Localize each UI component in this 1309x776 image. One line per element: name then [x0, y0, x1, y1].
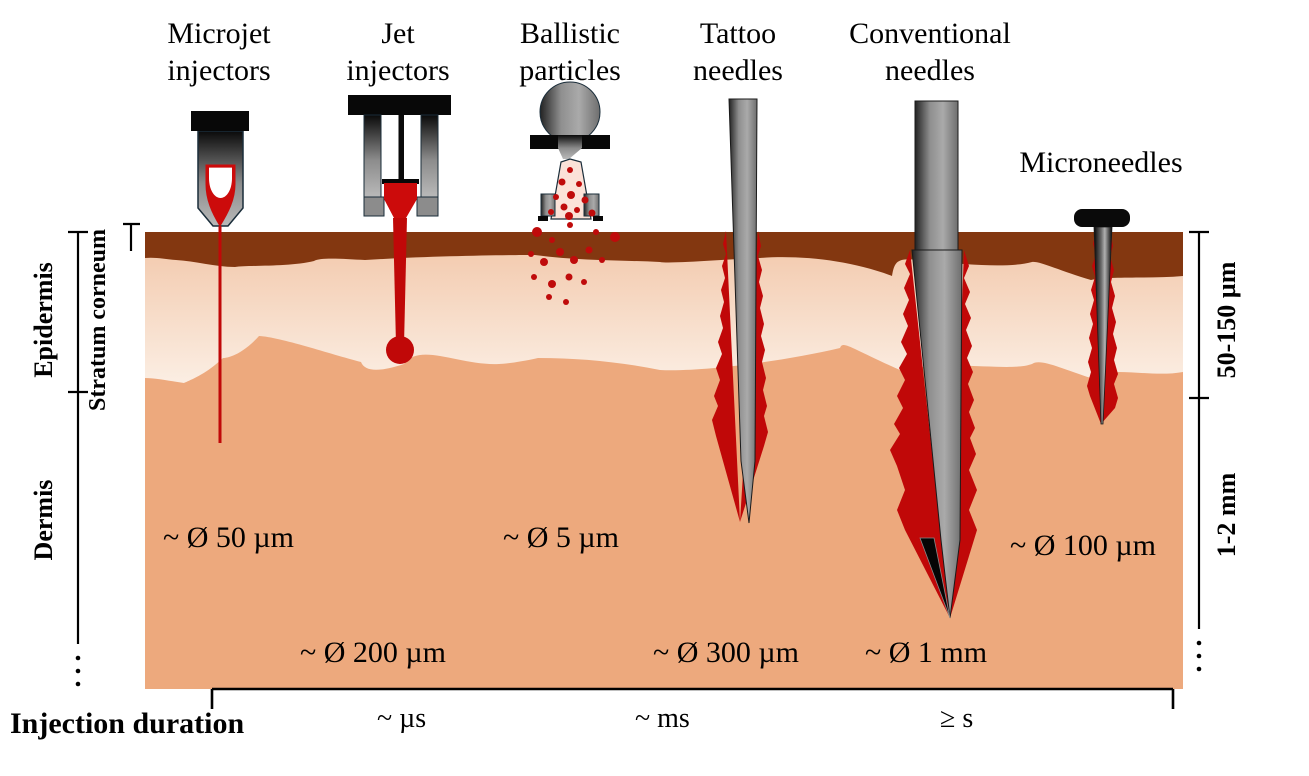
svg-text:Conventional: Conventional [849, 17, 1011, 50]
svg-text:needles: needles [693, 54, 783, 87]
svg-text:needles: needles [885, 54, 975, 87]
svg-text:~ Ø 300 µm: ~ Ø 300 µm [653, 636, 799, 669]
svg-text:~ Ø 5 µm: ~ Ø 5 µm [503, 521, 619, 554]
svg-text:Microjet: Microjet [167, 17, 271, 50]
svg-text:injectors: injectors [346, 54, 449, 87]
svg-text:Injection duration: Injection duration [10, 707, 245, 740]
svg-text:injectors: injectors [167, 54, 270, 87]
svg-text:~ Ø 200 µm: ~ Ø 200 µm [300, 636, 446, 669]
svg-text:50-150 µm: 50-150 µm [1212, 261, 1241, 378]
svg-text:1-2 mm: 1-2 mm [1212, 472, 1241, 557]
svg-text:particles: particles [519, 54, 621, 87]
svg-text:Ballistic: Ballistic [520, 17, 620, 50]
svg-text:~ ms: ~ ms [635, 703, 690, 734]
svg-text:Jet: Jet [381, 17, 415, 50]
svg-text:Stratum corneum: Stratum corneum [85, 229, 111, 411]
svg-text:~ Ø 1 mm: ~ Ø 1 mm [865, 636, 987, 669]
svg-text:Microneedles: Microneedles [1019, 146, 1182, 179]
svg-text:≥ s: ≥ s [940, 703, 973, 734]
svg-text:Dermis: Dermis [29, 480, 58, 561]
svg-text:~ Ø 100 µm: ~ Ø 100 µm [1010, 529, 1156, 562]
svg-text:Tattoo: Tattoo [700, 17, 776, 50]
svg-text:~ µs: ~ µs [377, 703, 426, 734]
svg-text:~ Ø 50 µm: ~ Ø 50 µm [163, 521, 294, 554]
svg-text:Epidermis: Epidermis [29, 262, 58, 378]
